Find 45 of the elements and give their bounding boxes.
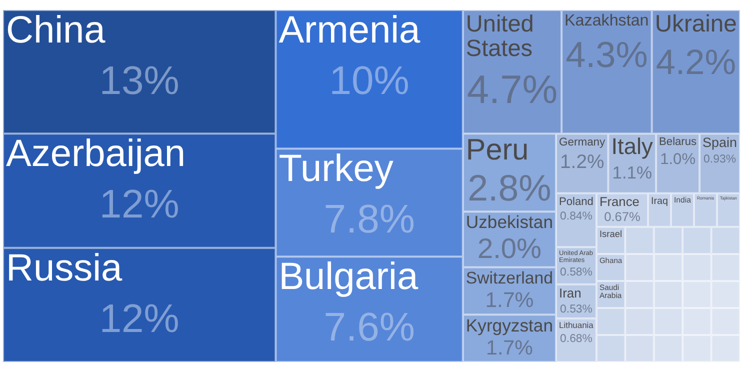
data-label: 7.6% [324,306,415,350]
category-label: Germany [559,136,606,148]
data-label: 10% [329,58,410,103]
data-label: 1.7% [485,288,534,312]
data-label: 1.0% [660,151,696,168]
category-label: United States [466,10,534,61]
category-label: Russia [6,247,124,290]
category-label: Israel [599,229,622,240]
category-label: Iran [559,285,582,300]
category-label: Armenia [278,9,422,52]
category-label: Italy [611,133,654,160]
data-label: 12% [99,296,180,341]
data-label: 1.1% [612,162,652,182]
data-label: 0.58% [560,266,592,279]
data-label: 1.7% [486,336,533,360]
category-label: Iraq [650,196,668,207]
category-label: Kyrgyzstan [466,315,553,336]
category-label: Azerbaijan [6,133,186,176]
category-label: Belarus [659,136,697,148]
data-label: 2.0% [477,232,542,264]
category-label: Turkey [278,148,394,190]
category-label: Spain [702,135,737,150]
category-label: Bulgaria [278,256,419,298]
category-label: Poland [559,196,594,208]
data-label: 2.8% [468,167,552,208]
data-label: 0.68% [560,332,592,345]
data-label: 0.53% [560,304,592,316]
category-label: Lithuania [559,320,594,330]
data-label: 7.8% [324,198,415,242]
data-label: 1.2% [560,151,604,174]
category-label: Ukraine [654,10,737,38]
category-label: Uzbekistan [466,212,554,232]
data-label: 0.93% [704,153,736,166]
data-label: 0.67% [604,209,640,224]
data-label: 12% [99,182,180,227]
category-label: Peru [466,134,529,167]
data-label: 13% [99,58,180,103]
data-label: 4.3% [566,34,648,75]
category-label: China [6,9,106,52]
category-label: France [599,194,640,210]
data-label: 0.84% [560,210,592,223]
category-label: Kazakhstan [564,12,649,30]
data-label: 4.7% [466,68,558,112]
category-label: Switzerland [466,268,553,288]
data-label: 4.2% [656,43,736,82]
